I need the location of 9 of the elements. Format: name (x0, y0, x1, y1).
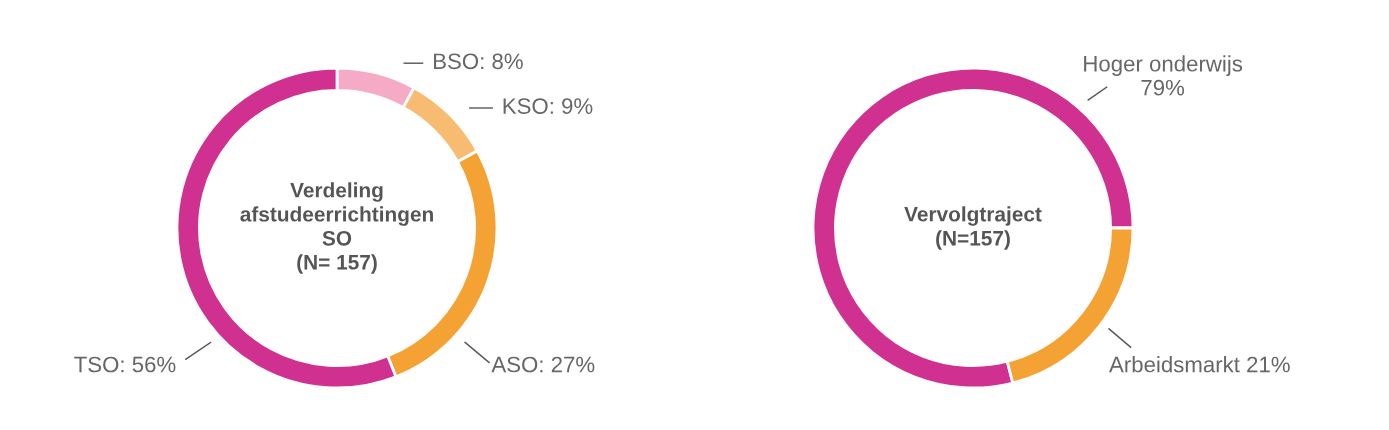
slice-label: ASO: 27% (491, 356, 595, 373)
slice-label: Arbeidsmarkt 21% (1109, 356, 1290, 373)
text: Verdeling afstudeerrichtingen SO (N= 157) (240, 182, 433, 274)
slice-label: BSO: 8% (434, 53, 523, 70)
slice-label: TSO: 56% (74, 356, 176, 373)
data-label: 79% (1141, 79, 1185, 96)
text: Vervolgtraject (N=157) (904, 206, 1042, 250)
slice-label: Hoger onderwijs (1084, 55, 1243, 76)
slice-label: KSO: 9% (503, 98, 593, 114)
